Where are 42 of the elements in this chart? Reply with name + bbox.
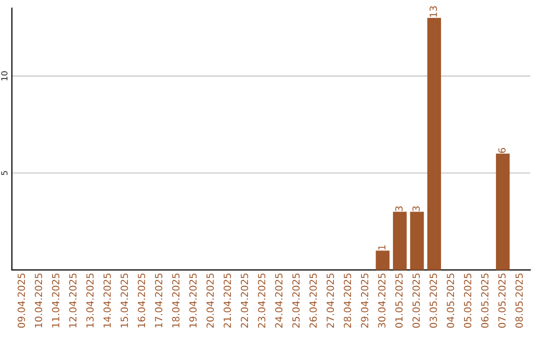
x-tick-label: 30.04.2025 xyxy=(378,274,386,328)
data-label: 3 xyxy=(412,206,420,212)
bar xyxy=(376,250,390,270)
bar xyxy=(410,212,424,270)
bar xyxy=(427,18,442,270)
x-tick-label: 20.04.2025 xyxy=(206,274,214,328)
x-tick-label: 29.04.2025 xyxy=(360,274,368,328)
y-tick-label: 5 xyxy=(1,171,8,176)
x-tick-label: 03.05.2025 xyxy=(430,274,437,328)
data-label: 3 xyxy=(395,206,403,212)
x-tick-label: 04.05.2025 xyxy=(446,274,454,328)
x-tick-label: 08.05.2025 xyxy=(515,274,523,328)
x-tick-label: 02.05.2025 xyxy=(412,274,420,328)
x-tick-label: 12.04.2025 xyxy=(69,274,76,328)
x-tick-label: 14.04.2025 xyxy=(103,274,111,328)
data-label: 13 xyxy=(430,6,437,17)
x-tick-label: 18.04.2025 xyxy=(172,274,180,328)
x-tick-label: 26.04.2025 xyxy=(309,274,317,328)
x-tick-label: 22.04.2025 xyxy=(240,274,248,328)
x-tick-label: 25.04.2025 xyxy=(292,274,300,328)
x-tick-label: 11.04.2025 xyxy=(52,274,60,328)
x-tick-label: 17.04.2025 xyxy=(154,274,162,328)
bar xyxy=(392,212,407,270)
x-tick-label: 07.05.2025 xyxy=(498,274,506,328)
x-tick-label: 06.05.2025 xyxy=(481,274,488,328)
bar xyxy=(496,154,510,270)
x-tick-label: 23.04.2025 xyxy=(258,274,266,328)
x-tick-label: 01.05.2025 xyxy=(395,274,403,328)
x-tick-label: 24.04.2025 xyxy=(275,274,282,328)
x-tick-label: 13.04.2025 xyxy=(86,274,94,328)
x-tick-label: 09.04.2025 xyxy=(18,274,25,328)
x-tick-label: 21.04.2025 xyxy=(224,274,231,328)
x-tick-label: 05.05.2025 xyxy=(464,274,472,328)
x-tick-label: 28.04.2025 xyxy=(344,274,352,328)
x-tick-label: 15.04.2025 xyxy=(120,274,128,328)
x-tick-label: 10.04.2025 xyxy=(34,274,42,328)
x-tick-label: 19.04.2025 xyxy=(189,274,197,328)
x-tick-label: 27.04.2025 xyxy=(326,274,334,328)
x-tick-label: 16.04.2025 xyxy=(138,274,146,328)
data-label: 1 xyxy=(378,245,386,250)
y-tick-label: 10 xyxy=(1,71,8,80)
data-label: 6 xyxy=(498,148,506,153)
